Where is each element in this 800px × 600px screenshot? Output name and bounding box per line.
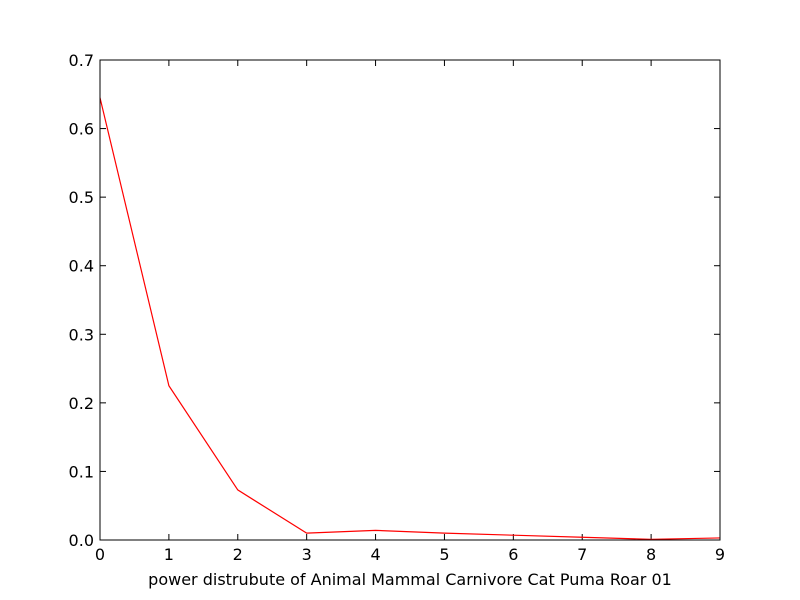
y-tick-label: 0.1 <box>69 462 94 481</box>
y-tick-label: 0.4 <box>69 257 94 276</box>
y-tick-label: 0.0 <box>69 531 94 550</box>
x-tick-label: 9 <box>715 545 725 564</box>
y-tick-label: 0.5 <box>69 188 94 207</box>
x-tick-label: 5 <box>439 545 449 564</box>
y-tick-label: 0.6 <box>69 120 94 139</box>
x-tick-label: 1 <box>164 545 174 564</box>
y-tick-label: 0.3 <box>69 325 94 344</box>
series-group <box>99 97 721 540</box>
tick-labels: 0 1 2 3 4 5 6 7 8 9 0.0 0.1 0.2 0.3 0.4 0.5 0.6 0.7 <box>69 51 726 564</box>
x-axis-label: power distrubute of Animal Mammal Carniv… <box>148 570 672 589</box>
ticks <box>99 59 721 541</box>
x-tick-label: 2 <box>233 545 243 564</box>
x-tick-label: 6 <box>508 545 518 564</box>
x-tick-label: 7 <box>577 545 587 564</box>
x-tick-label: 4 <box>370 545 380 564</box>
y-tick-label: 0.2 <box>69 394 94 413</box>
plot-frame <box>99 59 721 541</box>
y-tick-label: 0.7 <box>69 51 94 70</box>
x-tick-label: 0 <box>95 545 105 564</box>
series-line <box>99 97 721 540</box>
x-tick-label: 3 <box>302 545 312 564</box>
plot-area <box>100 60 720 540</box>
x-tick-label: 8 <box>646 545 656 564</box>
